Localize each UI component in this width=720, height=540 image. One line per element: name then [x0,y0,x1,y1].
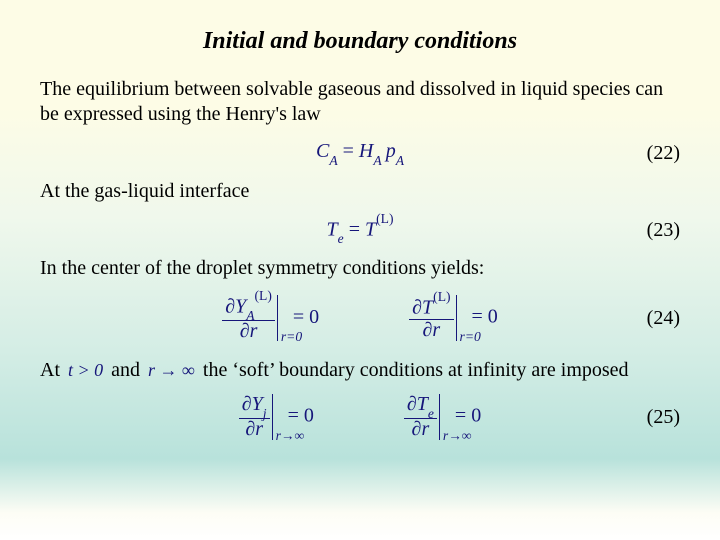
equation-22-number: (22) [620,142,680,165]
paragraph-1: The equilibrium between solvable gaseous… [40,77,680,127]
equation-24-row: ∂YA(L) ∂r r=0 = 0 ∂T(L) ∂r r=0 = 0 (24) [40,291,680,345]
equation-23-number: (23) [620,219,680,242]
equation-22-row: CA = HA pA (22) [40,137,680,169]
equation-25b: ∂Te ∂r r→∞ = 0 [404,394,481,440]
equation-23: Te = T(L) [327,216,394,245]
paragraph-4: At t > 0 and r → ∞ the ‘soft’ boundary c… [40,359,680,382]
equation-24b: ∂T(L) ∂r r=0 = 0 [409,295,498,341]
equation-24a: ∂YA(L) ∂r r=0 = 0 [222,294,319,343]
equation-25-number: (25) [620,406,680,429]
slide-title: Initial and boundary conditions [40,28,680,55]
slide-body: Initial and boundary conditions The equi… [0,0,720,474]
equation-25-row: ∂Yj ∂r r→∞ = 0 ∂Te ∂r r→∞ = 0 (25) [40,390,680,444]
para4-and: and [105,359,146,382]
para4-cond1: t > 0 [66,360,105,381]
para4-cond2: r → ∞ [146,360,197,381]
para4-tail: the ‘soft’ boundary conditions at infini… [197,359,635,382]
para4-at: At [40,359,66,382]
equation-24-number: (24) [620,307,680,330]
equation-23-row: Te = T(L) (23) [40,214,680,246]
equation-25a: ∂Yj ∂r r→∞ = 0 [239,394,314,440]
paragraph-2: At the gas-liquid interface [40,179,680,204]
equation-22: CA = HA pA [316,140,404,166]
paragraph-3: In the center of the droplet symmetry co… [40,256,680,281]
